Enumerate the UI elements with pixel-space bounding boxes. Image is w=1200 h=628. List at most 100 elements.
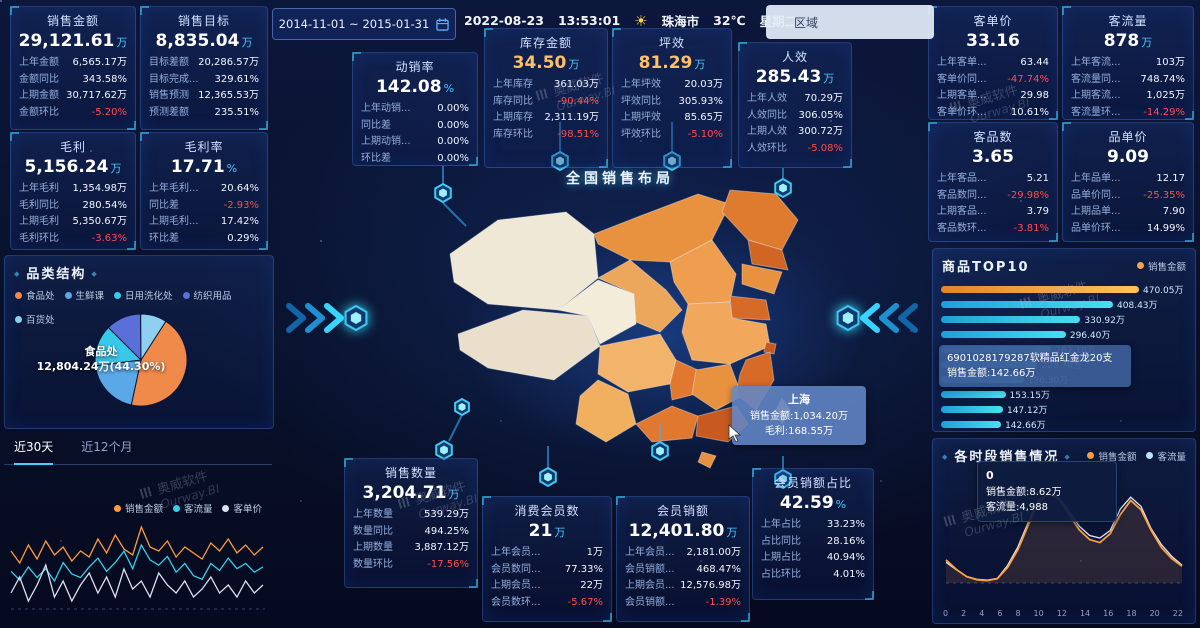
legend-dot-icon xyxy=(15,315,22,323)
legend-item[interactable]: 客流量 xyxy=(172,501,212,515)
kpi-panel-sell-through-rate: 动销率 142.08% 上年动销... 0.00% 同比差 0.00% 上期动销... 0.0… xyxy=(352,52,478,166)
kpi-value-unit: % xyxy=(226,162,238,175)
kpi-value: 3.65 xyxy=(929,145,1057,170)
kpi-value: 12,401.80 万 xyxy=(617,519,749,544)
china-map[interactable] xyxy=(428,182,880,474)
top10-bar[interactable] xyxy=(941,301,1114,308)
kpi-value: 878 万 xyxy=(1063,29,1193,54)
pie-slice-label: 食品处 12,804.24万(44.30%) xyxy=(21,344,181,375)
kpi-value: 34.50 万 xyxy=(485,51,607,76)
kpi-value-unit: 万 xyxy=(823,72,835,85)
kpi-row: 库存环比 -98.51% xyxy=(493,127,599,144)
legend-dot-icon xyxy=(1136,262,1144,269)
top10-bar-row: 153.15万 xyxy=(941,387,1191,402)
legend-item[interactable]: 日用洗化处 xyxy=(114,288,173,302)
top10-bar[interactable] xyxy=(941,331,1066,338)
map-region[interactable] xyxy=(697,451,717,469)
region-select[interactable]: 区域 xyxy=(766,5,934,39)
map-region[interactable] xyxy=(457,309,601,381)
map-region[interactable] xyxy=(635,405,699,443)
kpi-value-number: 9.09 xyxy=(1107,147,1149,167)
legend-label: 销售金额 xyxy=(124,504,163,515)
clock-weather-bar: 2022-08-23 13:53:01 ☀ 珠海市 32℃ 星期二 xyxy=(464,11,797,30)
kpi-value-number: 21 xyxy=(528,521,553,541)
top10-bar-label: 147.12万 xyxy=(1006,406,1048,416)
map-region[interactable] xyxy=(449,211,599,311)
legend-item[interactable]: 百货处 xyxy=(15,312,55,326)
trend-panel: 近30天 近12个月 销售金额 客流量 客单价 xyxy=(4,432,272,624)
map-region[interactable] xyxy=(597,333,677,393)
hourly-tooltip-sales: 销售金额:8.62万 xyxy=(986,486,1062,498)
map-region[interactable] xyxy=(691,363,743,411)
map-region[interactable] xyxy=(596,259,683,333)
legend-item[interactable]: 销售金额 xyxy=(113,501,163,515)
kpi-row-label: 上年占比 xyxy=(761,519,801,530)
kpi-row: 上期人效 300.72万 xyxy=(747,124,843,141)
kpi-row: 客单价同... -47.74% xyxy=(937,72,1049,89)
top10-bar-row: 296.40万 xyxy=(941,327,1191,342)
pie-slice-百货处[interactable] xyxy=(140,313,167,362)
top10-bar[interactable] xyxy=(941,316,1081,323)
kpi-row: 上年客单... 63.44 xyxy=(937,55,1049,72)
kpi-rows: 上年库存 361.03万 库存同比 -90.44% 上期库存 2,311.19万 库存环比 -… xyxy=(485,76,607,144)
kpi-rows: 上年会员... 2,181.00万 会员销额... 468.47% 上期会员... 12,… xyxy=(617,544,749,612)
map-region[interactable] xyxy=(721,189,799,251)
chevron-arrows-icon xyxy=(286,303,344,333)
map-region[interactable] xyxy=(741,263,783,295)
kpi-row-value: -5.67% xyxy=(567,596,603,608)
legend-item[interactable]: 客单价 xyxy=(222,501,262,515)
x-axis-tick-label: 4 xyxy=(979,609,985,618)
kpi-row-label: 上期品单... xyxy=(1071,206,1121,217)
top10-bar[interactable] xyxy=(941,406,1003,413)
kpi-row: 上年毛利... 20.64% xyxy=(149,181,259,198)
kpi-row-value: -3.81% xyxy=(1013,222,1049,234)
category-legend: 食品处 生鲜课 日用洗化处 纺织用品百货处 xyxy=(5,286,273,328)
kpi-panel-sales-per-person: 人效 285.43 万上年人效 70.29万 人效同比 306.05% 上期人效 300.72… xyxy=(738,42,852,168)
map-region[interactable] xyxy=(747,239,789,271)
tab-last-12-months[interactable]: 近12个月 xyxy=(81,440,133,454)
kpi-row-value: 14.99% xyxy=(1146,222,1185,234)
legend-item[interactable]: 食品处 xyxy=(15,288,55,302)
map-region-shanghai[interactable] xyxy=(763,341,777,355)
top10-bar[interactable] xyxy=(941,286,1139,293)
pie-slice-食品处[interactable] xyxy=(130,320,188,407)
map-region[interactable] xyxy=(556,279,637,345)
kpi-title: 人效 xyxy=(781,50,808,64)
top10-bar[interactable] xyxy=(941,421,1002,428)
kpi-row: 上年金额 6,565.17万 xyxy=(19,55,127,72)
legend-item[interactable]: 销售金额 xyxy=(1087,449,1136,463)
kpi-row-value: 10.61% xyxy=(1010,106,1049,118)
hourly-tooltip-hour: 0 xyxy=(986,469,994,482)
kpi-rows: 上年占比 33.23% 占比同比 28.16% 上期占比 40.94% 占比环比 4.01% xyxy=(753,516,873,584)
kpi-row: 会员销额... 468.47% xyxy=(625,562,741,579)
kpi-row-label: 毛利环比 xyxy=(19,232,59,244)
kpi-row: 上年坪效 20.03万 xyxy=(621,77,723,94)
kpi-row-label: 上期数量 xyxy=(353,542,393,553)
top10-bar[interactable] xyxy=(941,391,1006,398)
kpi-row: 上期毛利... 17.42% xyxy=(149,214,259,231)
legend-dot-icon xyxy=(114,291,122,299)
kpi-row-label: 占比同比 xyxy=(761,535,801,547)
kpi-panel-consuming-members: 消费会员数 21 万上年会员... 1万 会员数同... 77.33% 上期会员... 22万… xyxy=(482,496,612,622)
kpi-row: 上期会员... 22万 xyxy=(491,578,603,595)
legend-item[interactable]: 纺织用品 xyxy=(182,288,232,302)
top10-tooltip-product: 6901028179287软精品红金龙20支 xyxy=(947,353,1113,364)
kpi-row: 上期占比 40.94% xyxy=(761,550,865,567)
pie-slice-生鲜课[interactable] xyxy=(94,359,142,406)
legend-label: 客流量 xyxy=(1157,451,1186,463)
tab-last-30-days[interactable]: 近30天 xyxy=(14,440,54,465)
kpi-row-value: 1万 xyxy=(586,547,603,558)
kpi-rows: 上年客品... 5.21 客品数同... -29.98% 上期客品... 3.79 客品数环… xyxy=(929,170,1057,238)
current-date: 2022-08-23 xyxy=(464,13,544,28)
kpi-row-value: 2,181.00万 xyxy=(686,547,741,558)
legend-item[interactable]: 生鲜课 xyxy=(64,288,104,302)
kpi-row: 库存同比 -90.44% xyxy=(493,94,599,111)
top10-bar-label: 153.15万 xyxy=(1009,391,1051,401)
legend-item[interactable]: 客流量 xyxy=(1146,449,1186,463)
legend-item[interactable]: 销售金额 xyxy=(1136,259,1186,273)
map-region[interactable] xyxy=(575,379,637,443)
date-range-picker[interactable]: 2014-11-01 ~ 2015-01-31 xyxy=(272,8,456,40)
map-region[interactable] xyxy=(729,295,771,321)
kpi-row: 同比差 0.00% xyxy=(361,118,469,135)
kpi-row: 人效同比 306.05% xyxy=(747,108,843,125)
